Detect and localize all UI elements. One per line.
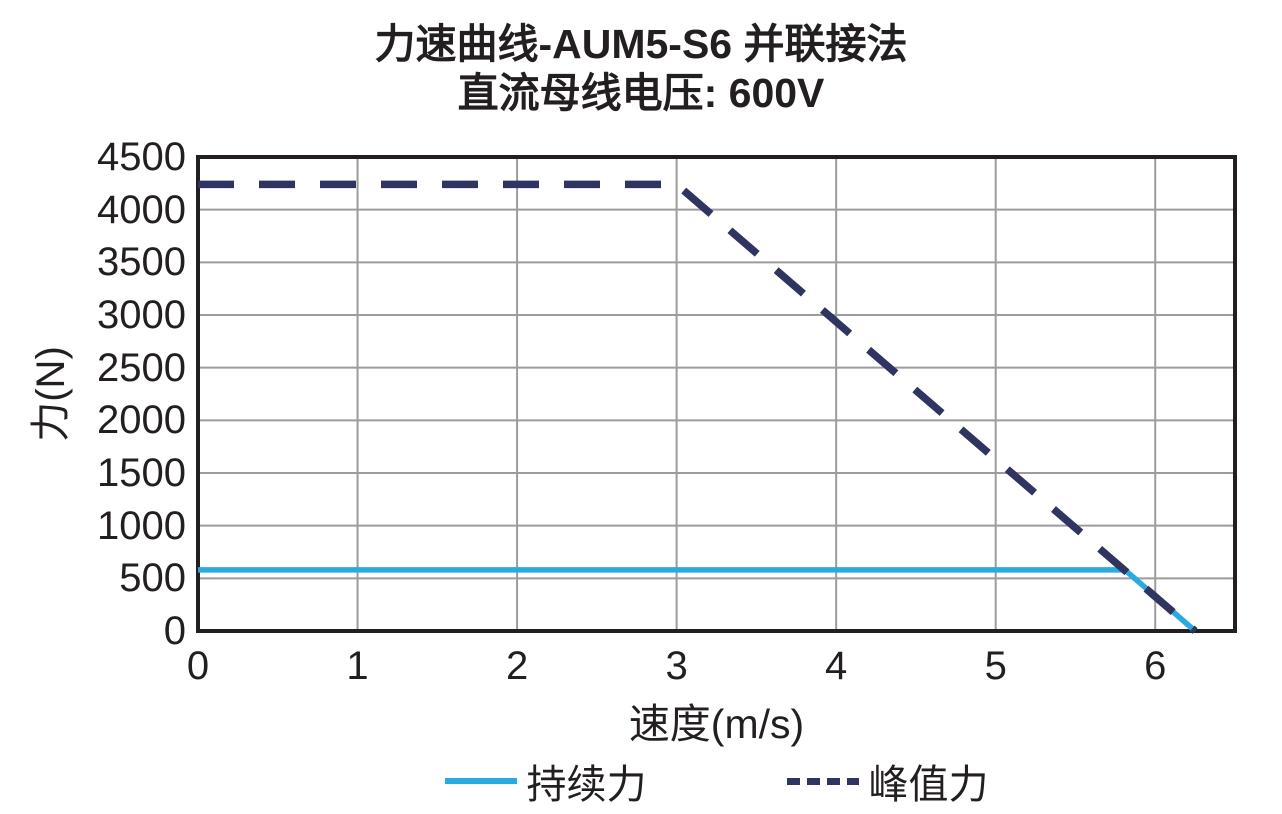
- legend-item-peak-force: 峰值力: [786, 752, 989, 810]
- legend: 持续力 峰值力: [198, 752, 1235, 810]
- plot-border: [196, 155, 1237, 633]
- y-tick-label: 0: [163, 609, 186, 653]
- y-tick-label: 4500: [97, 135, 186, 179]
- page-title: 力速曲线-AUM5-S6 并联接法: [374, 21, 908, 67]
- series-line-peak-force: [198, 180, 1198, 634]
- page-subtitle: 直流母线电压: 600V: [457, 70, 825, 116]
- y-tick-label: 1000: [97, 503, 186, 548]
- x-tick-label: 4: [825, 644, 848, 688]
- y-tick-label: 2500: [97, 345, 186, 390]
- y-tick-label: 500: [119, 556, 186, 601]
- legend-item-continuous-force: 持续力: [444, 752, 647, 810]
- dashed-line-sample-icon: [786, 777, 859, 785]
- x-tick-label: 5: [984, 644, 1007, 688]
- chart-title-block: 力速曲线-AUM5-S6 并联接法 直流母线电压: 600V: [0, 20, 1282, 118]
- x-tick-label: 3: [665, 644, 688, 688]
- legend-label-continuous-force: 持续力: [526, 763, 647, 807]
- x-tick-label: 0: [186, 644, 210, 688]
- y-tick-label: 3000: [97, 293, 186, 337]
- solid-line-sample-icon: [444, 778, 517, 784]
- x-axis-title: 速度(m/s): [628, 701, 805, 747]
- x-tick-label: 1: [346, 644, 369, 688]
- y-tick-label: 1500: [97, 451, 186, 495]
- y-tick-label: 2000: [97, 398, 186, 443]
- x-tick-label: 2: [505, 644, 529, 688]
- y-tick-label: 3500: [97, 240, 186, 285]
- y-tick-label: 4000: [97, 187, 186, 232]
- y-axis-title: 力(N): [29, 346, 73, 442]
- x-tick-label: 6: [1144, 644, 1167, 688]
- legend-label-peak-force: 峰值力: [868, 763, 989, 807]
